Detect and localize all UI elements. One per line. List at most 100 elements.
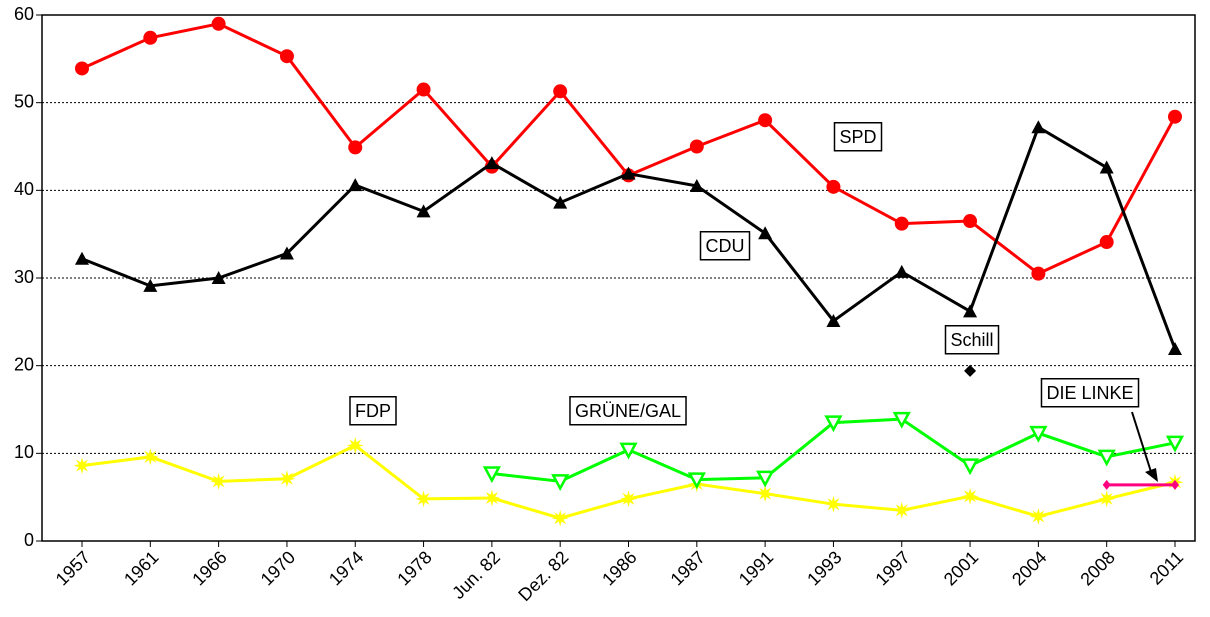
y-tick-label: 60	[14, 4, 34, 24]
marker	[1099, 235, 1114, 250]
marker	[1171, 479, 1179, 490]
marker	[894, 216, 909, 231]
marker	[1165, 435, 1185, 453]
x-tick-label: 1974	[325, 547, 367, 589]
marker	[278, 470, 296, 488]
marker	[484, 156, 499, 170]
series-label: DIE LINKE	[1046, 383, 1133, 403]
marker	[689, 178, 704, 192]
marker	[416, 204, 431, 218]
marker	[1031, 266, 1046, 281]
x-tick-label: 1966	[188, 547, 230, 589]
marker	[143, 278, 158, 292]
y-tick-label: 0	[24, 530, 34, 550]
x-tick-label: 1961	[120, 547, 162, 589]
marker	[964, 364, 977, 377]
marker	[894, 264, 909, 278]
marker	[279, 246, 294, 260]
marker	[963, 304, 978, 318]
label-box	[944, 325, 1000, 355]
x-tick-label: 1970	[257, 547, 299, 589]
series-label: Schill	[950, 330, 993, 350]
marker	[758, 113, 773, 128]
marker	[826, 179, 841, 194]
x-tick-label: Jun. 82	[448, 547, 504, 603]
marker	[687, 472, 706, 490]
series-label: FDP	[355, 401, 391, 421]
marker	[756, 470, 775, 488]
x-tick-label: 1993	[803, 547, 845, 589]
marker	[621, 166, 636, 180]
marker	[346, 436, 364, 454]
x-tick-label: 2008	[1076, 547, 1118, 589]
series-label: SPD	[839, 127, 876, 147]
marker	[1097, 449, 1116, 467]
marker	[211, 16, 226, 31]
x-tick-label: 1986	[598, 547, 640, 589]
marker	[348, 178, 363, 192]
label-box	[699, 231, 751, 261]
y-tick-label: 50	[14, 91, 34, 111]
marker	[892, 411, 911, 429]
label-box	[569, 396, 687, 426]
series-label: GRÜNE/GAL	[575, 401, 681, 421]
marker	[756, 485, 774, 503]
series-label: CDU	[706, 236, 745, 256]
x-tick-label: 1991	[735, 547, 777, 589]
marker	[1031, 120, 1046, 134]
marker	[210, 472, 228, 490]
marker	[553, 84, 568, 99]
marker	[75, 61, 89, 76]
marker	[141, 448, 159, 466]
marker	[824, 415, 843, 433]
marker	[893, 501, 911, 519]
marker	[960, 458, 980, 476]
arrow-line	[1131, 411, 1153, 476]
arrow-head	[1145, 468, 1158, 482]
label-box	[349, 396, 397, 426]
marker	[826, 313, 841, 327]
marker	[553, 195, 568, 209]
marker	[348, 140, 363, 155]
y-tick-label: 10	[14, 442, 34, 462]
marker	[1168, 342, 1182, 356]
marker	[619, 442, 638, 460]
label-box	[1040, 378, 1140, 408]
marker	[415, 490, 433, 508]
marker	[620, 490, 637, 508]
x-tick-label: 1957	[52, 547, 94, 589]
marker	[551, 474, 570, 492]
marker	[416, 82, 431, 97]
marker	[73, 457, 91, 475]
y-tick-label: 30	[14, 267, 34, 287]
marker	[75, 251, 89, 265]
x-tick-label: 2001	[940, 547, 982, 589]
marker	[211, 271, 226, 284]
marker	[279, 49, 294, 64]
y-tick-label: 40	[14, 179, 34, 199]
x-tick-label: 2004	[1008, 547, 1050, 589]
x-tick-label: 2011	[1146, 547, 1188, 589]
marker	[1102, 479, 1111, 490]
marker	[551, 509, 569, 527]
marker	[963, 214, 978, 229]
label-box	[833, 122, 883, 152]
marker	[1029, 425, 1048, 443]
marker	[1168, 109, 1182, 124]
marker	[689, 139, 704, 154]
marker	[482, 466, 501, 484]
x-tick-label: Dez. 82	[514, 547, 572, 605]
marker	[1098, 490, 1116, 508]
y-tick-label: 20	[14, 354, 34, 374]
marker	[1099, 160, 1114, 174]
marker	[758, 226, 773, 240]
marker	[824, 495, 842, 513]
x-tick-label: 1997	[871, 547, 913, 589]
x-tick-label: 1987	[667, 547, 709, 589]
marker	[483, 489, 501, 507]
marker	[143, 30, 158, 45]
marker	[961, 487, 979, 505]
x-tick-label: 1978	[393, 547, 435, 589]
marker	[1029, 507, 1047, 525]
